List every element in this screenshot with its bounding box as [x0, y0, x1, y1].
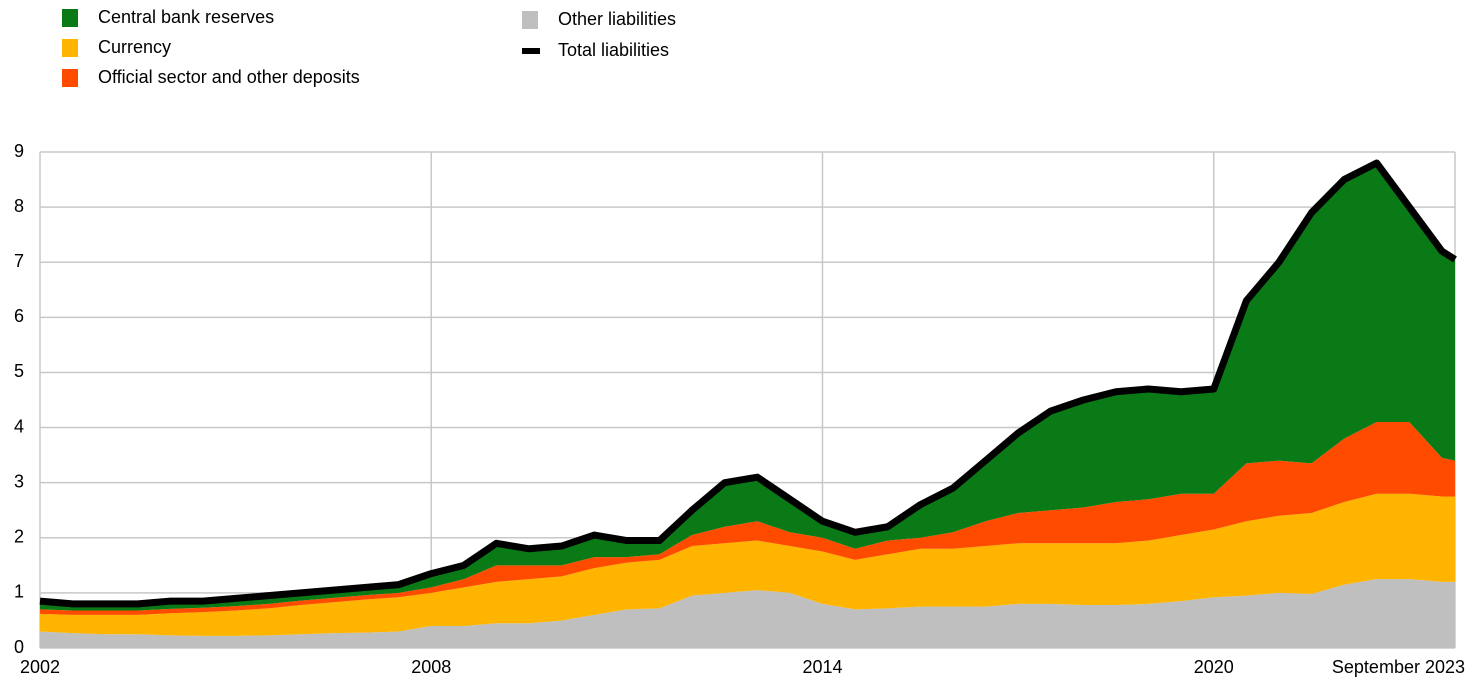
x-tick-label: September 2023: [1332, 657, 1465, 677]
y-tick-label: 2: [14, 527, 24, 547]
area: [40, 163, 1455, 611]
y-tick-label: 3: [14, 471, 24, 491]
y-tick-label: 5: [14, 361, 24, 381]
legend-label: Official sector and other deposits: [98, 67, 360, 87]
x-tick-label: 2002: [20, 657, 60, 677]
line: [39, 159, 1457, 608]
legend-swatch: [62, 69, 78, 87]
legend-swatch: [62, 39, 78, 57]
y-tick-label: 4: [14, 416, 24, 436]
y-tick-label: 0: [14, 637, 24, 657]
x-tick-label: 2008: [411, 657, 451, 677]
area: [40, 493, 1455, 636]
legend-swatch: [522, 11, 538, 29]
y-tick-label: 9: [14, 141, 24, 161]
legend-label: Currency: [98, 37, 171, 57]
legend-label: Central bank reserves: [98, 7, 274, 27]
area: [40, 422, 1455, 615]
legend-swatch: [522, 48, 540, 54]
y-tick-label: 1: [14, 582, 24, 602]
y-tick-label: 8: [14, 196, 24, 216]
y-tick-label: 7: [14, 251, 24, 271]
x-tick-label: 2014: [802, 657, 842, 677]
y-tick-label: 6: [14, 306, 24, 326]
area: [40, 579, 1455, 648]
legend-label: Total liabilities: [558, 40, 669, 60]
legend-swatch: [62, 9, 78, 27]
x-tick-label: 2020: [1194, 657, 1234, 677]
legend-label: Other liabilities: [558, 9, 676, 29]
